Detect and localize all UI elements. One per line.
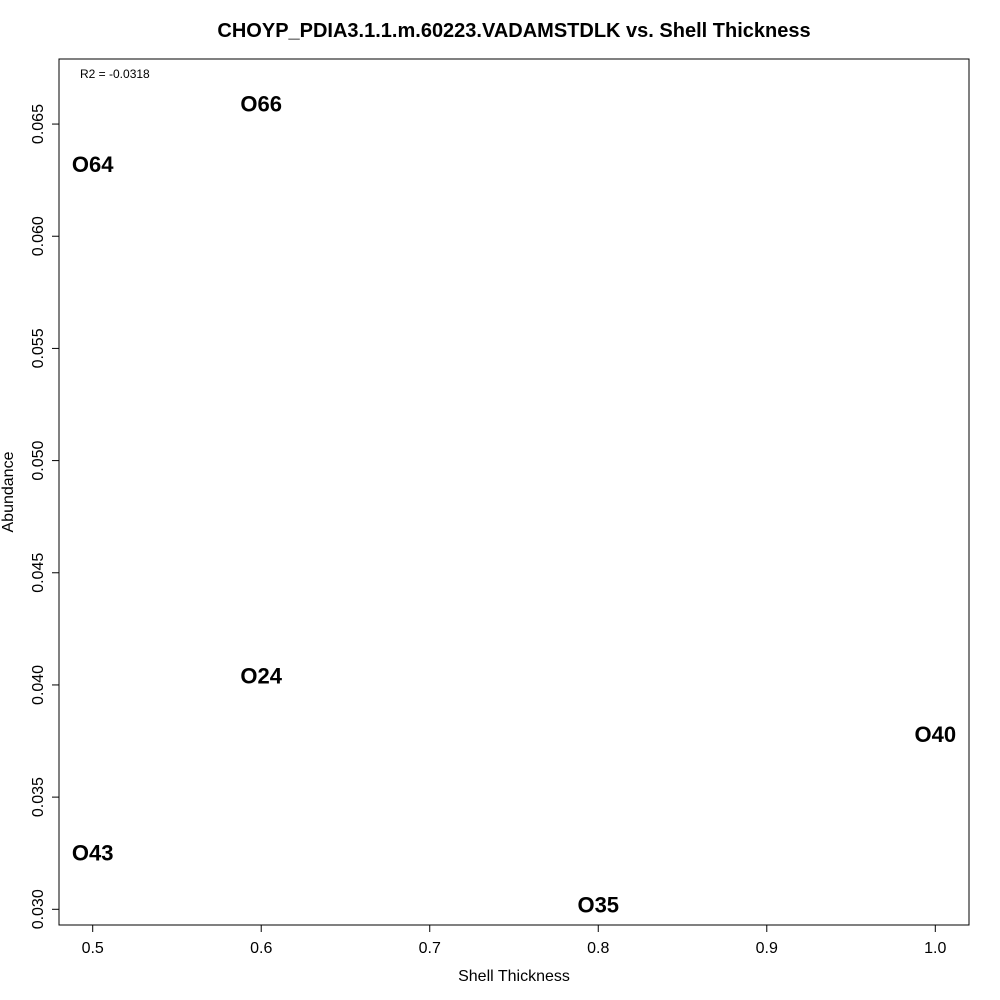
x-tick-label: 0.5 [82, 940, 104, 957]
y-tick-label: 0.030 [30, 889, 47, 929]
y-tick-label: 0.035 [30, 777, 47, 817]
y-tick-label: 0.065 [30, 104, 47, 144]
plot-area-frame [58, 58, 970, 926]
y-tick-label: 0.055 [30, 328, 47, 368]
x-tick-label: 0.9 [756, 940, 778, 957]
y-axis-title: Abundance [0, 451, 17, 532]
y-tick-label: 0.040 [30, 665, 47, 705]
x-axis-title: Shell Thickness [458, 968, 570, 985]
data-points: O66 O64 O24 O40 O43 O35 [72, 91, 956, 917]
y-tick-label: 0.045 [30, 553, 47, 593]
chart-title: CHOYP_PDIA3.1.1.m.60223.VADAMSTDLK vs. S… [217, 20, 810, 42]
y-axis: 0.030 0.035 0.040 0.045 0.050 0.055 0.060 0.065 [30, 104, 60, 929]
data-point-label: O64 [72, 152, 114, 177]
x-tick-label: 1.0 [924, 940, 946, 957]
data-point-label: O40 [914, 722, 956, 747]
x-axis: 0.5 0.6 0.7 0.8 0.9 1.0 [82, 924, 947, 957]
data-point-label: O35 [577, 892, 619, 917]
y-tick-label: 0.050 [30, 440, 47, 480]
x-tick-label: 0.8 [587, 940, 609, 957]
x-tick-label: 0.6 [250, 940, 272, 957]
data-point-label: O66 [240, 91, 282, 116]
data-point-label: O24 [240, 663, 282, 688]
r2-annotation: R2 = -0.0318 [80, 67, 150, 81]
data-point-label: O43 [72, 841, 114, 866]
x-tick-label: 0.7 [419, 940, 441, 957]
y-tick-label: 0.060 [30, 216, 47, 256]
